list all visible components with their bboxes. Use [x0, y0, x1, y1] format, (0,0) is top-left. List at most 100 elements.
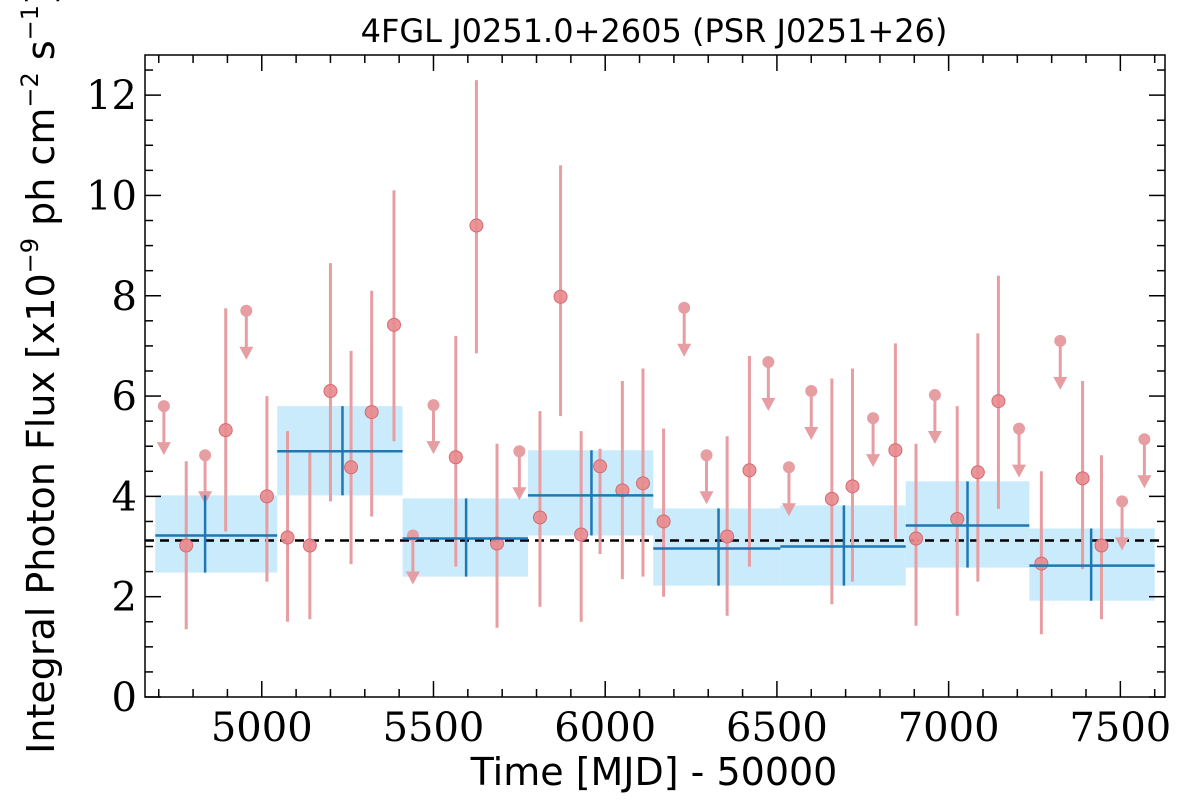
detection-point-2	[259, 489, 274, 504]
detection-point-1	[218, 423, 233, 438]
detection-point-17	[635, 476, 650, 491]
upper-limit-6	[677, 301, 692, 357]
y-tick-label-1: 2	[112, 575, 137, 621]
upper-limit-point-4	[427, 399, 440, 412]
upper-limit-arrow-5	[512, 487, 527, 501]
upper-limit-arrow-7	[699, 491, 714, 505]
y-axis-label-exp-y: −9	[16, 238, 44, 273]
upper-limit-14	[1053, 334, 1068, 390]
upper-limit-point-1	[199, 449, 212, 462]
upper-limit-arrow-6	[677, 343, 692, 357]
upper-limit-point-5	[513, 445, 526, 458]
upper-limit-7	[699, 449, 714, 505]
upper-limit-1	[198, 449, 213, 505]
detection-point-13	[553, 289, 568, 304]
x-tick-label-2: 6000	[554, 705, 656, 751]
upper-limit-11	[866, 412, 881, 468]
upper-limit-arrow-3	[405, 571, 420, 585]
detection-point-8	[386, 317, 401, 332]
x-tick-label-4: 7000	[898, 705, 1000, 751]
detection-point-7	[364, 405, 379, 420]
upper-limit-arrow-13	[1012, 464, 1027, 478]
upper-limit-arrow-2	[239, 346, 254, 360]
detection-point-4	[302, 538, 317, 553]
detection-point-16	[615, 483, 630, 498]
chart-title: 4FGL J0251.0+2605 (PSR J0251+26)	[361, 12, 948, 50]
upper-limit-point-12	[928, 389, 941, 402]
upper-limit-4	[426, 399, 441, 455]
upper-limit-point-2	[240, 304, 253, 317]
upper-limit-8	[761, 355, 776, 411]
upper-limit-point-9	[782, 461, 795, 474]
detection-point-6	[344, 460, 359, 475]
upper-limit-10	[804, 385, 819, 441]
y-tick-label-6: 12	[86, 73, 137, 119]
upper-limit-arrow-11	[866, 454, 881, 468]
upper-limit-point-10	[805, 385, 818, 398]
detection-point-26	[970, 465, 985, 480]
upper-limit-0	[156, 400, 171, 456]
detection-point-28	[1034, 556, 1049, 571]
upper-limit-point-7	[700, 449, 713, 462]
upper-limit-13	[1012, 422, 1027, 478]
detection-point-25	[950, 511, 965, 526]
upper-limit-9	[781, 461, 796, 517]
upper-limit-point-14	[1054, 334, 1067, 347]
upper-limit-arrow-12	[927, 431, 942, 445]
upper-limit-point-15	[1116, 495, 1129, 508]
detection-point-12	[532, 510, 547, 525]
upper-limit-15	[1115, 495, 1130, 551]
x-tick-label-3: 6500	[726, 705, 828, 751]
upper-limit-arrow-8	[761, 397, 776, 411]
detection-point-27	[991, 394, 1006, 409]
y-tick-label-3: 6	[112, 374, 137, 420]
detection-point-22	[845, 479, 860, 494]
detection-point-29	[1075, 471, 1090, 486]
upper-limit-12	[927, 389, 942, 445]
plot-area: 5000 5500 6000 6500 7000 7500 0 2 4 6 8 10 12	[86, 54, 1171, 751]
detection-point-0	[179, 538, 194, 553]
y-axis-label-mid: ph cm	[19, 108, 63, 238]
y-axis-label-exp-s: −1	[16, 5, 44, 40]
detection-point-9	[448, 450, 463, 465]
bin-box-0	[155, 495, 278, 573]
detection-point-10	[469, 218, 484, 233]
upper-limit-arrow-16	[1137, 475, 1152, 489]
x-tick-label-1: 5500	[383, 705, 485, 751]
y-axis-label: Integral Photon Flux [x10−9 ph cm−2 s−1]	[16, 0, 63, 754]
detection-point-20	[742, 463, 757, 478]
upper-limit-arrow-4	[426, 441, 441, 455]
detection-point-24	[909, 531, 924, 546]
detection-point-15	[593, 459, 608, 474]
y-axis-label-s: s	[19, 40, 63, 72]
y-axis-label-exp-cm: −2	[16, 72, 44, 107]
detection-point-21	[824, 491, 839, 506]
upper-limit-point-6	[678, 301, 691, 314]
upper-limit-arrow-9	[781, 503, 796, 517]
y-tick-label-4: 8	[112, 274, 137, 320]
y-tick-label-2: 4	[112, 474, 137, 520]
upper-limit-point-16	[1138, 433, 1151, 446]
upper-limit-arrow-15	[1115, 537, 1130, 551]
y-tick-label-0: 0	[112, 675, 137, 721]
detection-point-18	[656, 514, 671, 529]
upper-limit-arrow-10	[804, 427, 819, 441]
upper-limit-16	[1137, 433, 1152, 489]
plot-frame	[144, 54, 1166, 698]
upper-limit-point-11	[867, 412, 880, 425]
detection-point-19	[720, 529, 735, 544]
y-axis-label-end: ]	[19, 0, 63, 5]
y-tick-label-5: 10	[86, 173, 137, 219]
detection-point-14	[574, 527, 589, 542]
detection-point-30	[1094, 538, 1109, 553]
detection-point-11	[490, 536, 505, 551]
upper-limit-arrow-0	[156, 442, 171, 456]
upper-limit-2	[239, 304, 254, 360]
x-tick-label-0: 5000	[211, 705, 313, 751]
upper-limit-point-0	[157, 400, 170, 413]
y-axis-label-main: Integral Photon Flux [x10	[19, 273, 63, 754]
upper-limit-arrow-14	[1053, 376, 1068, 390]
upper-limit-point-13	[1013, 422, 1026, 435]
x-axis-label: Time [MJD] - 50000	[470, 750, 838, 794]
